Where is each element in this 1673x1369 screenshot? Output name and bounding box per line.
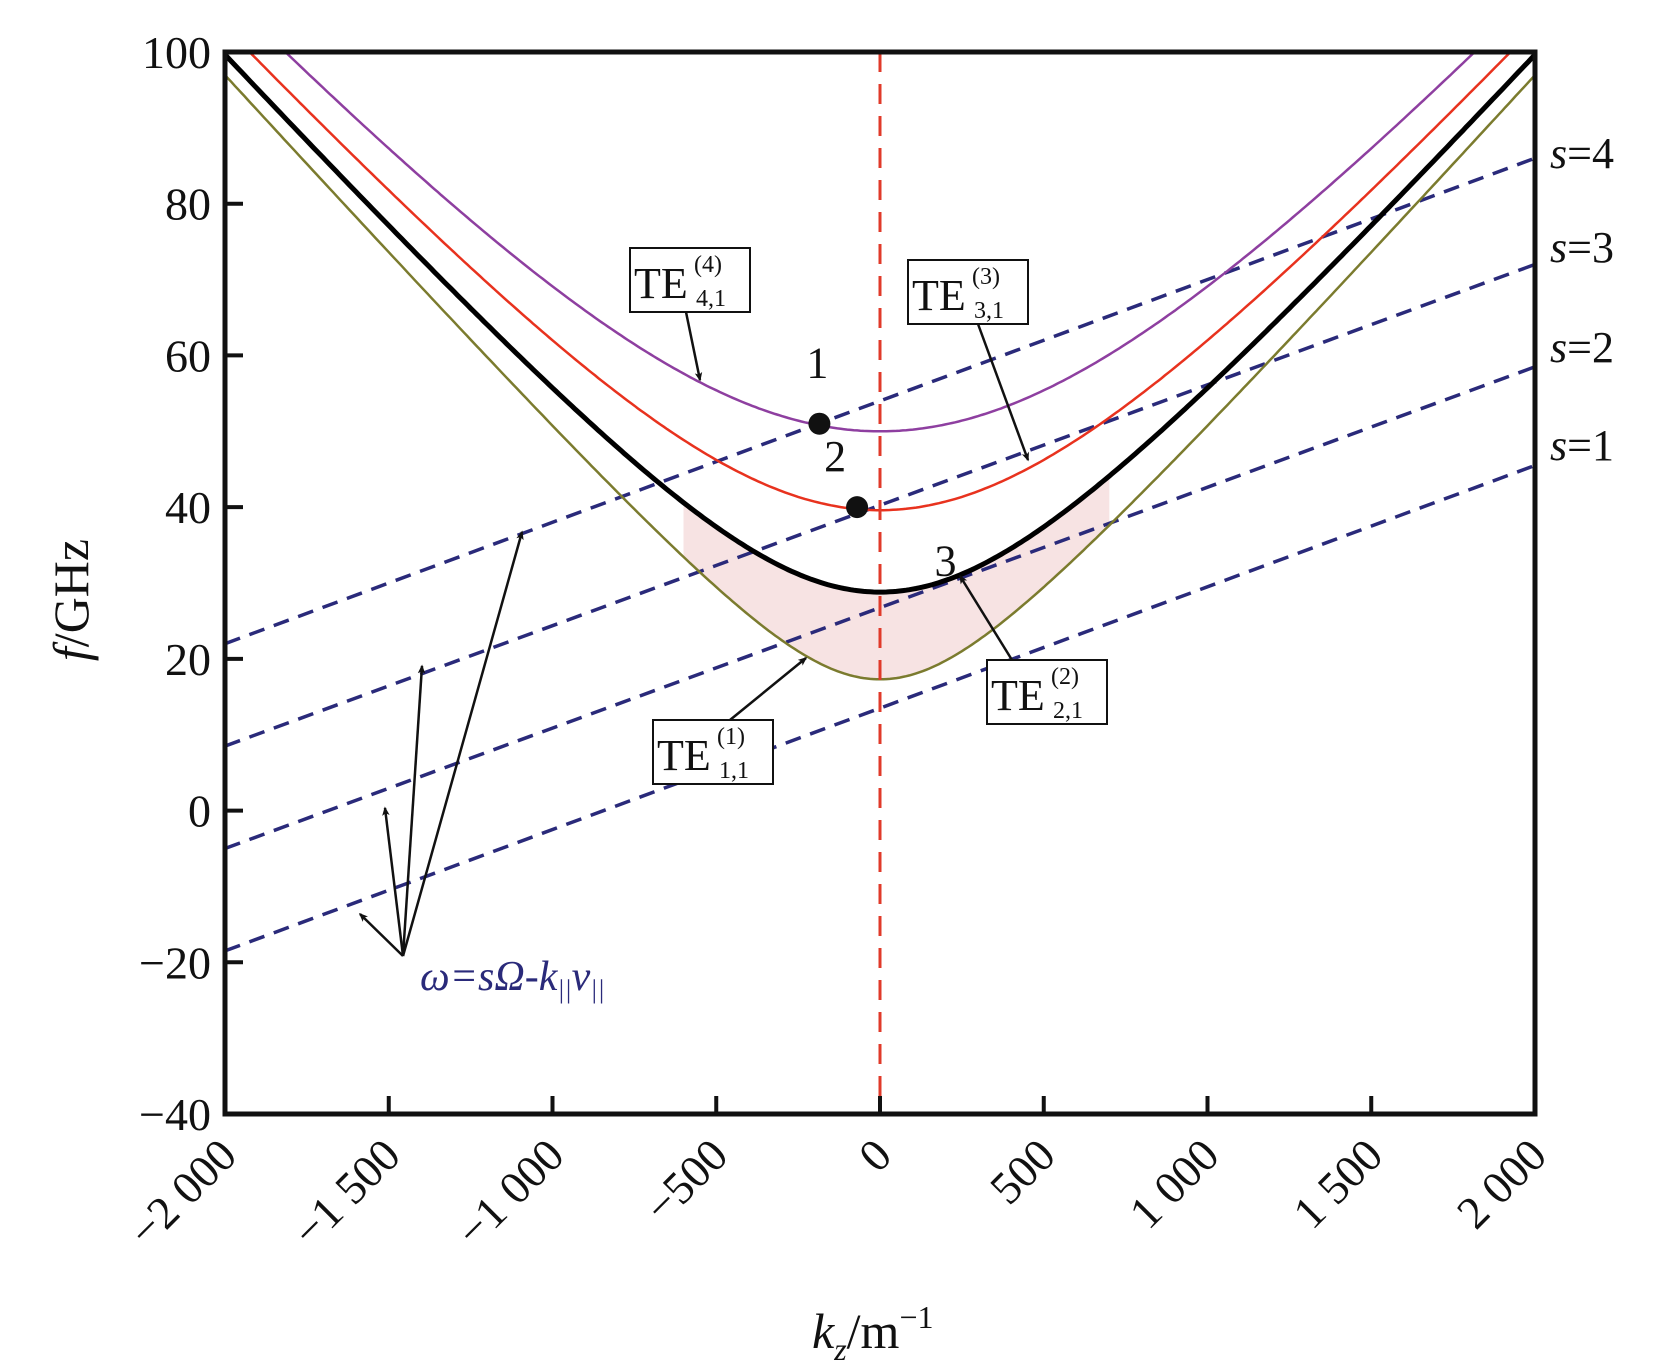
svg-text:4,1: 4,1	[696, 286, 726, 312]
x-tick-label: 500	[980, 1129, 1065, 1214]
mode-label-te2: TE (2) 2,1	[958, 574, 1108, 725]
arrow-te1	[729, 657, 808, 721]
mode-label-te3: TE (3) 3,1	[907, 259, 1030, 462]
x-tick-label: 1 500	[1283, 1129, 1392, 1238]
x-tick-label: 2 000	[1447, 1129, 1556, 1238]
mode-label-te1: TE (1) 1,1	[652, 657, 808, 785]
x-tick-label: −1 500	[282, 1129, 410, 1257]
svg-text:TE: TE	[634, 259, 688, 308]
svg-text:3,1: 3,1	[974, 298, 1004, 324]
y-tick-label: 60	[165, 330, 211, 381]
intersection-point-2	[846, 496, 869, 519]
arrow-te2	[958, 574, 1014, 661]
y-tick-label: 20	[165, 634, 211, 685]
x-tick-label: −1 000	[446, 1129, 574, 1257]
svg-text:(1): (1)	[717, 724, 745, 750]
y-tick-label: −20	[139, 937, 211, 988]
svg-text:(2): (2)	[1051, 664, 1079, 690]
beam-line-label: s=1	[1550, 421, 1614, 470]
y-tick-label: 100	[142, 27, 211, 78]
mode-curve-te2	[225, 52, 1535, 595]
svg-text:2,1: 2,1	[1053, 698, 1083, 724]
shaded-region	[683, 476, 1110, 680]
svg-text:TE: TE	[657, 731, 711, 780]
beam-equation-text: ω=sΩ-k||v||	[420, 954, 605, 1004]
x-tick-label: −500	[634, 1129, 737, 1232]
y-tick-label: 40	[165, 482, 211, 533]
arrow-te3	[976, 323, 1030, 462]
beam-line-label: s=3	[1550, 223, 1614, 272]
svg-text:(3): (3)	[972, 264, 1000, 290]
intersection-point-1	[808, 412, 831, 435]
svg-text:1,1: 1,1	[719, 758, 749, 784]
y-axis-title: f/GHz	[43, 539, 99, 661]
point-label: 3	[935, 536, 957, 585]
y-tick-label: −40	[139, 1089, 211, 1140]
x-tick-label: 0	[849, 1129, 901, 1181]
mode-label-te4: TE (4) 4,1	[629, 247, 751, 382]
svg-text:TE: TE	[912, 271, 966, 320]
x-axis-title: kz/m−1	[812, 1299, 934, 1367]
y-tick-label: 80	[165, 179, 211, 230]
arrow-te4	[684, 311, 703, 382]
point-label: 1	[806, 339, 828, 388]
beam-line-label: s=2	[1550, 323, 1614, 372]
svg-text:(4): (4)	[694, 252, 722, 278]
mode-curve-te4	[283, 52, 1477, 433]
x-tick-label: 1 000	[1119, 1129, 1228, 1238]
x-tick-label: −2 000	[118, 1129, 246, 1257]
point-label: 2	[824, 432, 846, 481]
beam-equation-annotation: ω=sΩ-k||v||	[358, 530, 605, 1004]
y-tick-label: 0	[188, 786, 211, 837]
svg-text:TE: TE	[991, 671, 1045, 720]
beam-line-label: s=4	[1550, 129, 1614, 178]
